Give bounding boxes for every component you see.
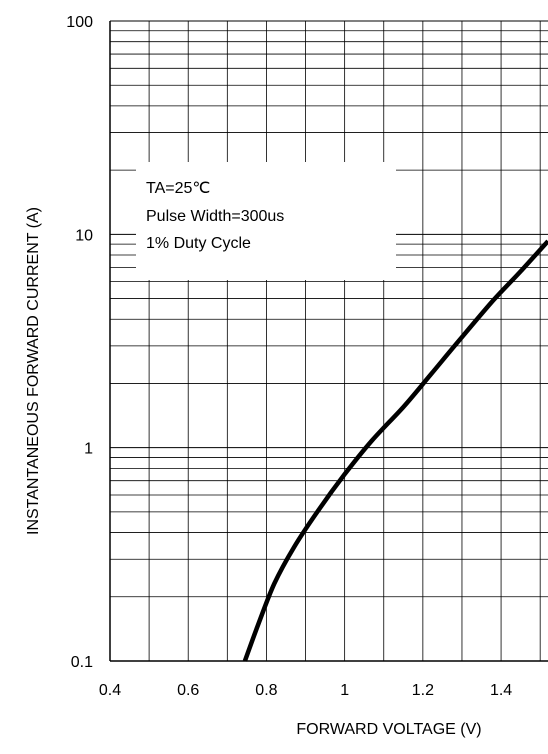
chart-axes [109,21,548,662]
x-tick-labels: 0.4 0.6 0.8 1 1.2 1.4 [99,682,512,699]
y-tick-label: 100 [66,14,93,31]
series-line [242,239,548,662]
series-layer [242,239,548,662]
y-tick-label: 0.1 [71,654,93,671]
x-tick-label: 1.4 [490,682,512,699]
x-tick-label: 0.6 [177,682,199,699]
chart-grid [110,20,548,662]
x-tick-label: 1.2 [412,682,434,699]
annotation-line: 1% Duty Cycle [146,235,251,252]
y-axis-title: INSTANTANEOUS FORWARD CURRENT (A) [25,207,42,535]
annotation-line: TA=25℃ [146,180,210,197]
annotation-box: TA=25℃ Pulse Width=300us 1% Duty Cycle [136,162,396,280]
y-tick-label: 10 [75,227,93,244]
x-axis-title: FORWARD VOLTAGE (V) [296,721,481,738]
x-tick-label: 0.4 [99,682,121,699]
y-tick-label: 1 [84,441,93,458]
x-tick-label: 0.8 [255,682,277,699]
annotation-background [136,162,396,280]
x-tick-label: 1 [340,682,349,699]
annotation-line: Pulse Width=300us [146,208,284,225]
y-tick-labels: 0.1 1 10 100 [66,14,93,671]
